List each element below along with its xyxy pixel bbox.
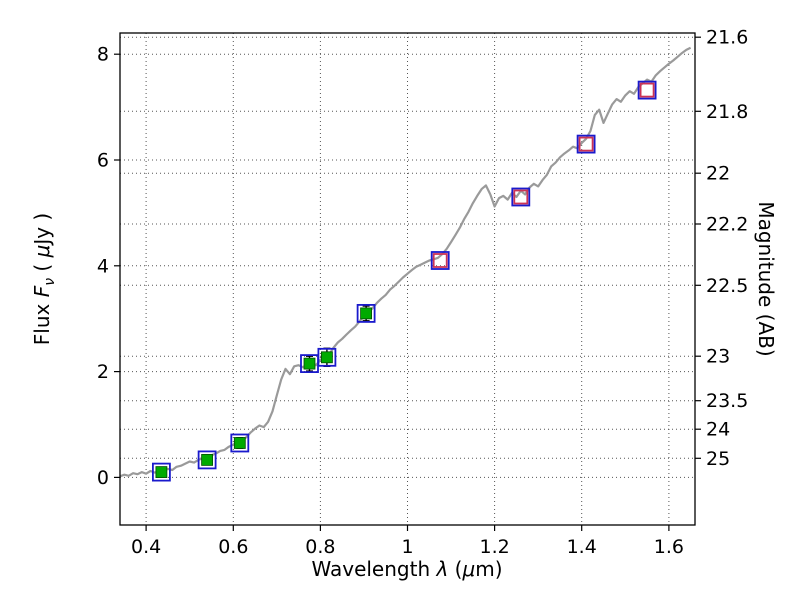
flux-tick-label: 0 bbox=[97, 467, 109, 489]
ticks-and-tick-labels: 0.4 0.6 0.8 1 1.2 1.4 1.60246821.621.82222.222… bbox=[97, 27, 748, 558]
observed-point bbox=[360, 305, 373, 322]
band-square-marker bbox=[576, 134, 596, 154]
mu-symbol: μ bbox=[462, 557, 476, 581]
observed-square-marker bbox=[233, 437, 246, 449]
observed-point bbox=[303, 355, 316, 372]
x-axis-label-text: Wavelength bbox=[311, 557, 437, 581]
flux-tick-label: 2 bbox=[97, 361, 109, 383]
magnitude-tick-label: 22 bbox=[706, 163, 730, 185]
flux-tick-label: 6 bbox=[97, 149, 109, 171]
y-axis-left-label: Flux Fν ( μJy ) bbox=[30, 212, 58, 346]
flux-tick-label: 4 bbox=[97, 255, 109, 277]
observed-photometry bbox=[155, 305, 373, 479]
flux-symbol: F bbox=[30, 285, 54, 298]
x-tick-label: 1.4 bbox=[567, 536, 597, 558]
band-square-marker bbox=[511, 187, 531, 207]
band-square-marker bbox=[317, 347, 337, 367]
y-axis-right-label: Magnitude (AB) bbox=[754, 201, 778, 357]
observed-square-marker bbox=[303, 357, 316, 370]
magnitude-tick-label: 23 bbox=[706, 346, 730, 368]
observed-point bbox=[155, 466, 168, 479]
band-square-marker bbox=[197, 450, 217, 470]
band-markers bbox=[151, 80, 657, 482]
band-square-marker bbox=[230, 433, 250, 453]
band-square-marker bbox=[356, 303, 376, 323]
observed-square-marker bbox=[201, 453, 214, 466]
predicted-square-marker bbox=[513, 189, 529, 205]
predicted-square-marker bbox=[578, 136, 594, 152]
x-tick-label: 1.6 bbox=[654, 536, 684, 558]
band-square-marker bbox=[430, 251, 450, 270]
magnitude-tick-label: 21.6 bbox=[706, 27, 748, 49]
predicted-square-marker bbox=[639, 82, 655, 98]
observed-square-marker bbox=[155, 466, 168, 479]
lambda-symbol: λ bbox=[436, 557, 449, 581]
predicted-square-marker bbox=[432, 253, 448, 268]
magnitude-tick-label: 24 bbox=[706, 419, 730, 441]
magnitude-tick-label: 21.8 bbox=[706, 101, 748, 123]
x-tick-label: 0.6 bbox=[218, 536, 248, 558]
observed-point bbox=[201, 453, 214, 466]
magnitude-tick-label: 22.2 bbox=[706, 213, 748, 235]
observed-square-marker bbox=[320, 351, 333, 364]
magnitude-tick-label: 22.5 bbox=[706, 275, 748, 297]
mu-symbol: μ bbox=[30, 244, 54, 258]
x-tick-label: 1.2 bbox=[479, 536, 509, 558]
predicted-photometry bbox=[432, 82, 655, 268]
observed-square-marker bbox=[360, 307, 373, 320]
x-tick-label: 0.4 bbox=[131, 536, 161, 558]
magnitude-tick-label: 23.5 bbox=[706, 390, 748, 412]
flux-tick-label: 8 bbox=[97, 44, 109, 66]
band-square-marker bbox=[637, 80, 657, 100]
flux-label-text: Flux bbox=[30, 297, 54, 346]
x-tick-label: 1 bbox=[401, 536, 413, 558]
x-tick-label: 0.8 bbox=[305, 536, 335, 558]
magnitude-tick-label: 25 bbox=[706, 448, 730, 470]
observed-point bbox=[233, 437, 246, 449]
nu-subscript: ν bbox=[42, 277, 58, 286]
band-square-marker bbox=[151, 462, 171, 482]
x-axis-label: Wavelength λ (μm) bbox=[311, 557, 503, 581]
